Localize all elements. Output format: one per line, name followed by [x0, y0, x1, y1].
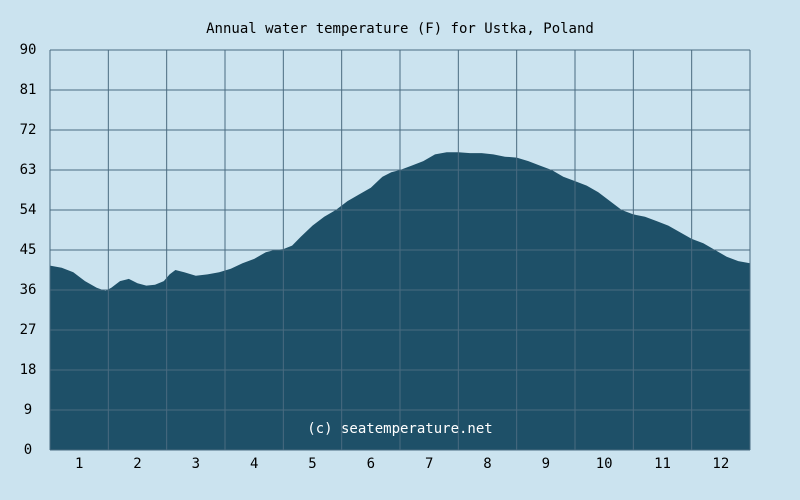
x-axis-ticks: 1 2 3 4 5 6 7 8 9 10 11 12: [75, 456, 729, 472]
y-axis-ticks: 0 9 18 27 36 45 54 63 72 81 90: [20, 42, 37, 458]
x-tick-label: 7: [425, 456, 433, 472]
y-tick-label: 27: [20, 322, 37, 338]
y-tick-label: 54: [20, 202, 37, 218]
y-tick-label: 0: [24, 442, 32, 458]
x-tick-label: 10: [596, 456, 613, 472]
x-tick-label: 3: [192, 456, 200, 472]
y-tick-label: 81: [20, 82, 37, 98]
y-tick-label: 45: [20, 242, 37, 258]
x-tick-label: 11: [654, 456, 671, 472]
x-tick-label: 8: [483, 456, 491, 472]
chart-title: Annual water temperature (F) for Ustka, …: [206, 21, 594, 37]
x-tick-label: 9: [542, 456, 550, 472]
grid-lines: [49, 49, 751, 451]
x-tick-label: 1: [75, 456, 83, 472]
y-tick-label: 18: [20, 362, 37, 378]
y-tick-label: 72: [20, 122, 37, 138]
watermark-text: (c) seatemperature.net: [307, 421, 492, 437]
y-tick-label: 9: [24, 402, 32, 418]
x-tick-label: 12: [712, 456, 729, 472]
y-tick-label: 90: [20, 42, 37, 58]
x-tick-label: 4: [250, 456, 258, 472]
x-tick-label: 6: [367, 456, 375, 472]
y-tick-label: 36: [20, 282, 37, 298]
y-tick-label: 63: [20, 162, 37, 178]
x-tick-label: 5: [308, 456, 316, 472]
x-tick-label: 2: [133, 456, 141, 472]
